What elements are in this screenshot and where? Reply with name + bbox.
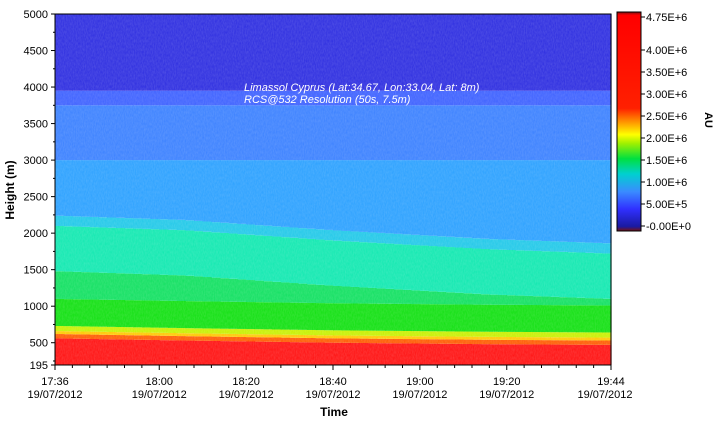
annotation-location: Limassol Cyprus (Lat:34.67, Lon:33.04, L… bbox=[244, 82, 480, 94]
y-tick-label: 3500 bbox=[24, 119, 48, 131]
y-tick-label: 4500 bbox=[24, 46, 48, 58]
colorbar-ticks: -0.00E+0 5.00E+5 1.00E+6 1.50E+6 2.00E+6 2.50… bbox=[641, 12, 691, 233]
x-tick-date: 19/07/2012 bbox=[27, 389, 82, 401]
y-tick-label: 2000 bbox=[24, 228, 48, 240]
x-axis: 17:3619/07/201218:0019/07/201218:2019/07… bbox=[27, 365, 633, 401]
x-tick-date: 19/07/2012 bbox=[219, 389, 274, 401]
y-tick-label: 5000 bbox=[24, 9, 48, 21]
x-tick-date: 19/07/2012 bbox=[577, 389, 632, 401]
x-tick-time: 18:20 bbox=[232, 376, 260, 388]
colorbar-tick-label: 1.00E+6 bbox=[646, 177, 687, 189]
colorbar-tick-label: 3.50E+6 bbox=[646, 67, 687, 79]
colorbar-tick-label: 1.50E+6 bbox=[646, 155, 687, 167]
x-tick-time: 18:00 bbox=[145, 376, 173, 388]
y-tick-label: 2500 bbox=[24, 192, 48, 204]
plot-area bbox=[54, 13, 612, 366]
colorbar-tick-label: 4.75E+6 bbox=[646, 12, 687, 24]
y-tick-label: 1500 bbox=[24, 265, 48, 277]
x-tick-date: 19/07/2012 bbox=[392, 389, 447, 401]
colorbar-tick-label: 5.00E+5 bbox=[646, 199, 687, 211]
x-axis-label: Time bbox=[320, 405, 348, 419]
signal-noise-texture bbox=[55, 14, 611, 365]
colorbar-tick-label: 4.00E+6 bbox=[646, 45, 687, 57]
colorbar-tick-label: 2.50E+6 bbox=[646, 111, 687, 123]
x-tick-time: 19:44 bbox=[597, 376, 625, 388]
y-tick-label: 4000 bbox=[24, 82, 48, 94]
colorbar: -0.00E+0 5.00E+5 1.00E+6 1.50E+6 2.00E+6 2.50… bbox=[616, 11, 714, 233]
x-tick-time: 19:20 bbox=[493, 376, 521, 388]
y-axis: 195 500 1000 1500 2000 2500 3000 3500 4000 4500 50… bbox=[24, 9, 55, 372]
x-tick-date: 19/07/2012 bbox=[305, 389, 360, 401]
x-tick-time: 18:40 bbox=[319, 376, 347, 388]
x-tick-time: 19:00 bbox=[406, 376, 434, 388]
x-tick-date: 19/07/2012 bbox=[479, 389, 534, 401]
y-axis-label: Height (m) bbox=[3, 160, 17, 219]
colorbar-tick-label: 3.00E+6 bbox=[646, 89, 687, 101]
colorbar-tick-label: -0.00E+0 bbox=[646, 221, 691, 233]
annotation-resolution: RCS@532 Resolution (50s, 7.5m) bbox=[244, 94, 411, 106]
y-tick-label: 195 bbox=[30, 360, 48, 372]
x-tick-date: 19/07/2012 bbox=[132, 389, 187, 401]
colorbar-tick-label: 2.00E+6 bbox=[646, 133, 687, 145]
y-tick-label: 500 bbox=[30, 338, 48, 350]
y-tick-label: 1000 bbox=[24, 301, 48, 313]
colorbar-label: AU bbox=[702, 112, 714, 128]
y-tick-label: 3000 bbox=[24, 155, 48, 167]
x-tick-time: 17:36 bbox=[41, 376, 69, 388]
colorbar-gradient bbox=[616, 11, 642, 232]
